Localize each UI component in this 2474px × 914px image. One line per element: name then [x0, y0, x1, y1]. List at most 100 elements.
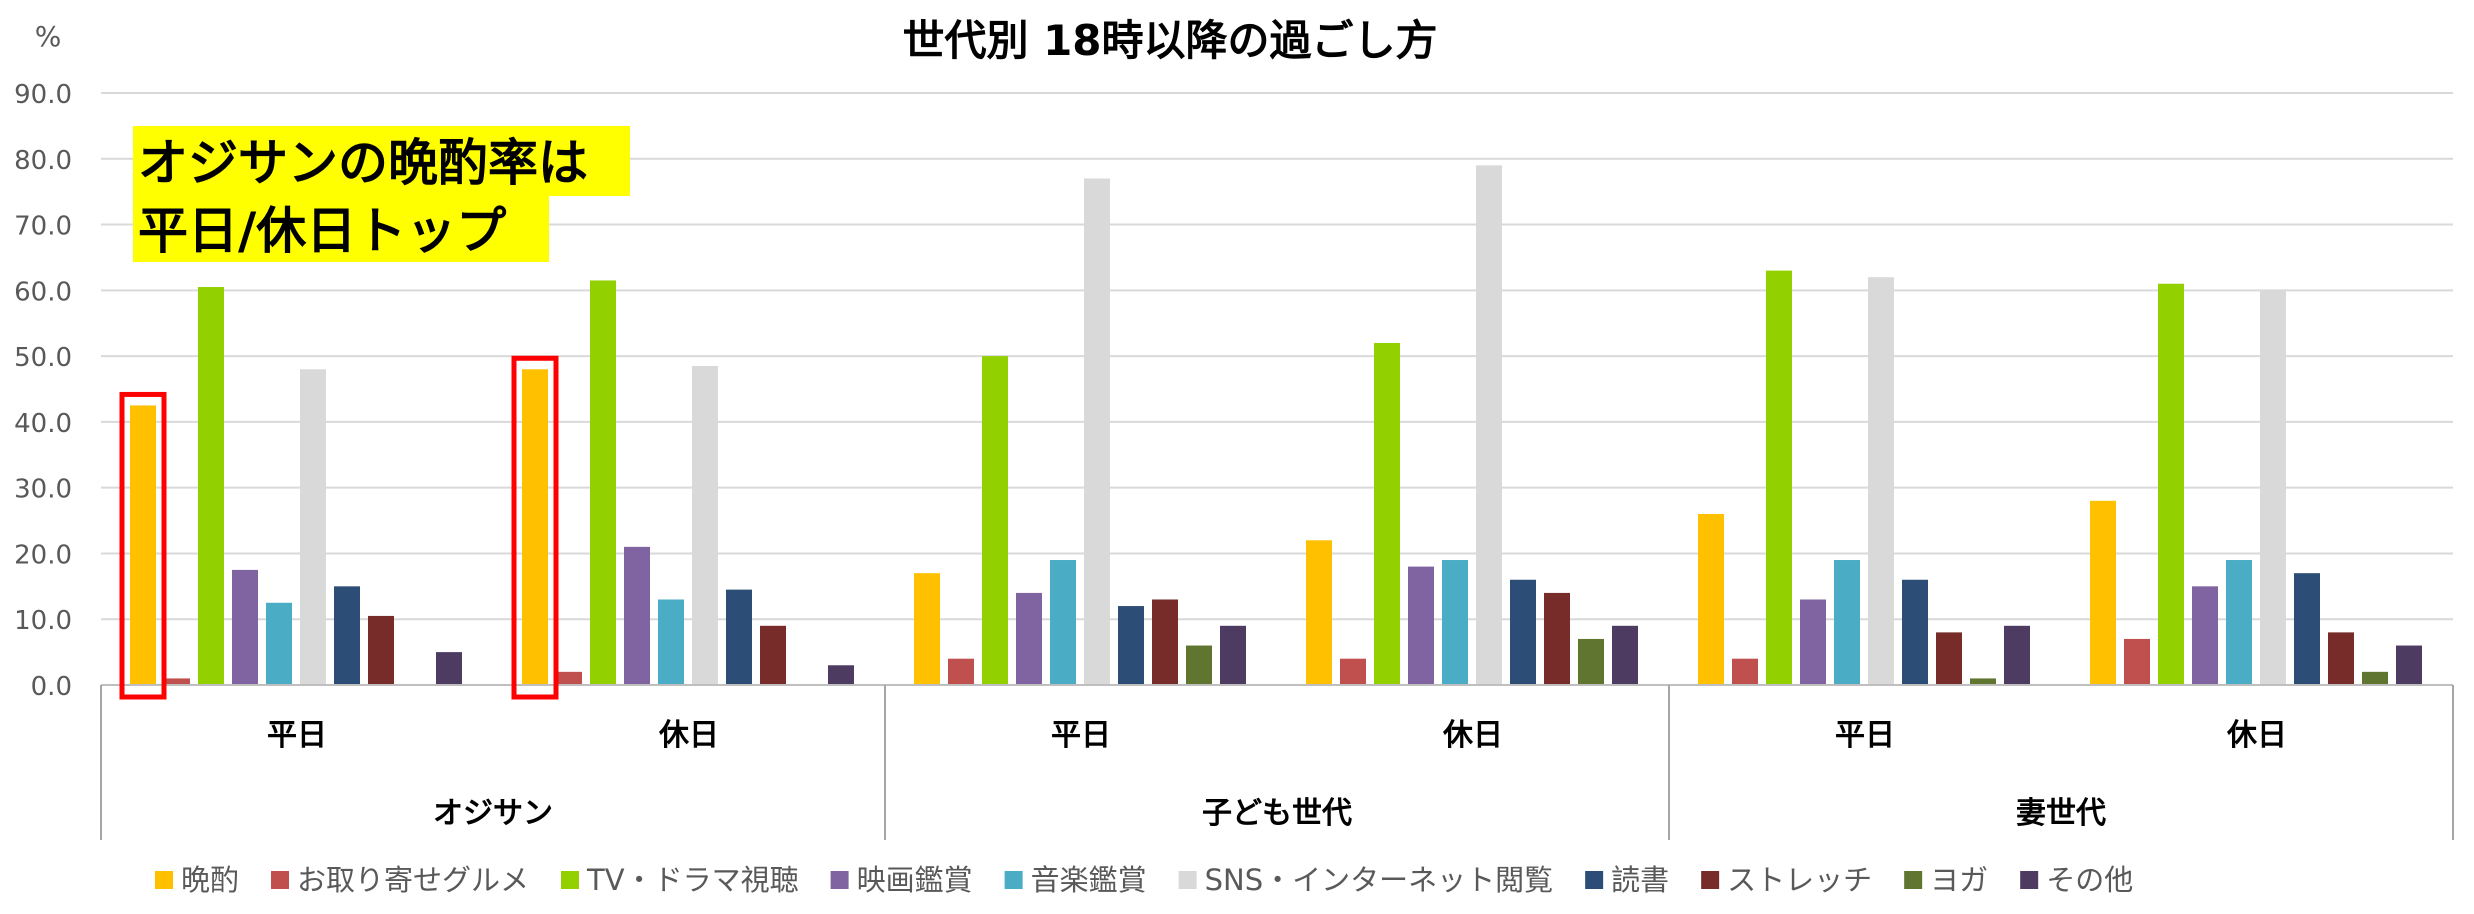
- bar: [232, 569, 258, 685]
- bar: [1834, 560, 1860, 685]
- legend-label: TV・ドラマ視聴: [586, 863, 799, 897]
- bar: [2090, 500, 2116, 685]
- legend-label: ストレッチ: [1727, 863, 1872, 897]
- highlight-box: [119, 391, 167, 700]
- bar: [914, 573, 940, 685]
- legend-swatch: [1585, 871, 1604, 889]
- y-tick-label: 40.0: [14, 409, 72, 439]
- x-tick-label: 平日: [267, 718, 327, 753]
- bar: [300, 369, 326, 685]
- bar: [658, 599, 684, 685]
- bar: [2004, 625, 2030, 685]
- bar: [1476, 165, 1502, 685]
- bar: [982, 356, 1008, 685]
- bar: [2260, 290, 2286, 685]
- bar: [624, 546, 650, 685]
- legend-label: その他: [2046, 863, 2133, 897]
- legend-label: お取り寄せグルメ: [297, 863, 529, 897]
- bar: [1868, 277, 1894, 685]
- y-tick-label: 0.0: [31, 672, 72, 702]
- legend-label: SNS・インターネット閲覧: [1205, 863, 1554, 897]
- x-group-label: 妻世代: [2016, 796, 2106, 831]
- bar: [1408, 566, 1434, 685]
- y-axis-ticks: 0.0 10.0 20.0 30.0 40.0 50.0 60.0 70.0 80.0 90.0: [14, 80, 72, 702]
- highlight-boxes: [119, 355, 559, 700]
- bar: [1578, 638, 1604, 685]
- y-tick-label: 50.0: [14, 343, 72, 373]
- bars: [130, 165, 2422, 685]
- y-tick-label: 90.0: [14, 80, 72, 110]
- bar: [760, 625, 786, 685]
- bar: [522, 369, 548, 685]
- bar: [1152, 599, 1178, 685]
- bar: [2124, 638, 2150, 685]
- bar: [1016, 592, 1042, 685]
- bar: [556, 671, 582, 685]
- bar: [1698, 513, 1724, 685]
- bar: [1374, 342, 1400, 685]
- bar: [1544, 592, 1570, 685]
- bar: [692, 365, 718, 685]
- legend-swatch: [1004, 871, 1023, 889]
- bar: [2192, 586, 2218, 685]
- bar: [436, 652, 462, 685]
- bar: [198, 287, 224, 685]
- bar: [1936, 632, 1962, 685]
- bar: [2362, 671, 2388, 685]
- bar: [726, 589, 752, 685]
- bar: [164, 678, 190, 685]
- bar: [1970, 678, 1996, 685]
- bar: [828, 665, 854, 685]
- y-tick-label: 70.0: [14, 212, 72, 242]
- x-group-label: オジサン: [433, 796, 553, 831]
- callout-bg-line2: [133, 196, 549, 262]
- x-tick-label: 休日: [1442, 718, 1503, 753]
- y-tick-label: 60.0: [14, 277, 72, 307]
- highlight-box: [511, 355, 559, 700]
- bar: [1220, 625, 1246, 685]
- bar: [2328, 632, 2354, 685]
- bar: [266, 602, 292, 685]
- y-tick-label: 20.0: [14, 540, 72, 570]
- legend-swatch: [2020, 871, 2039, 889]
- bar: [368, 615, 394, 685]
- bar: [1612, 625, 1638, 685]
- legend-swatch: [830, 871, 849, 889]
- bar: [1510, 579, 1536, 685]
- bar: [2396, 645, 2422, 685]
- legend-label: ヨガ: [1930, 863, 1988, 897]
- bar: [1084, 178, 1110, 685]
- bar: [1442, 560, 1468, 685]
- bar: [334, 586, 360, 685]
- y-axis-unit: %: [35, 20, 62, 53]
- x-tick-label: 休日: [2226, 718, 2287, 753]
- bar: [1800, 599, 1826, 685]
- bar: [1186, 645, 1212, 685]
- callout-bg-line1: [133, 126, 630, 196]
- legend-label: 映画鑑賞: [857, 863, 973, 897]
- bar: [130, 405, 156, 685]
- chart-title: 世代別 18時以降の過ごし方: [902, 16, 1437, 65]
- bar: [2294, 573, 2320, 685]
- y-tick-label: 10.0: [14, 606, 72, 636]
- bar: [1766, 270, 1792, 685]
- legend-label: 音楽鑑賞: [1031, 863, 1147, 897]
- legend-swatch: [1178, 871, 1197, 889]
- bar: [1340, 658, 1366, 685]
- legend-swatch: [1701, 871, 1720, 889]
- legend-swatch: [561, 871, 580, 889]
- legend-swatch: [271, 871, 290, 889]
- x-tick-label: 休日: [658, 718, 719, 753]
- x-group-label: 子ども世代: [1202, 796, 1352, 831]
- x-tick-label: 平日: [1835, 718, 1895, 753]
- bar: [590, 280, 616, 685]
- bar: [1902, 579, 1928, 685]
- y-tick-label: 80.0: [14, 146, 72, 176]
- legend-label: 読書: [1611, 863, 1669, 897]
- x-tick-label: 平日: [1051, 718, 1111, 753]
- bar: [1050, 560, 1076, 685]
